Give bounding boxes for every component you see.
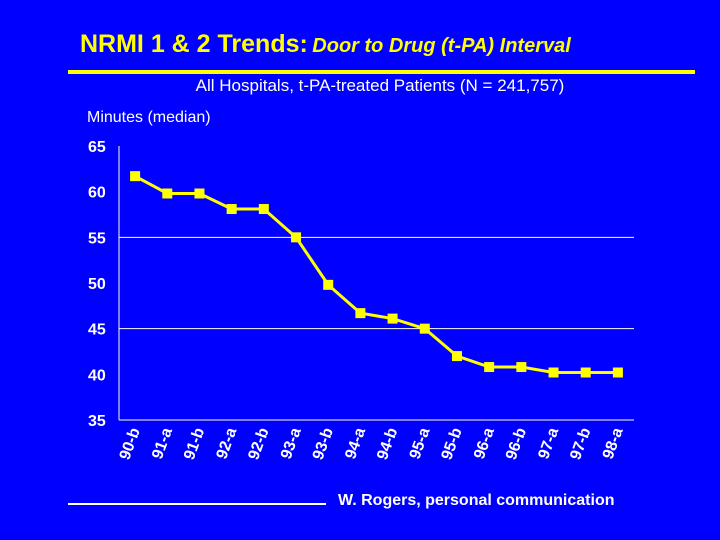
x-tick-label-94-b: 94-b	[374, 425, 401, 462]
x-tick-label-95-b: 95-b	[438, 425, 465, 462]
y-axis-label: Minutes (median)	[87, 109, 211, 126]
y-tick-label-65: 65	[88, 139, 106, 156]
data-point-95-b	[451, 351, 462, 362]
x-tick-label-90-b: 90-b	[117, 425, 144, 462]
x-tick-label-97-b: 97-b	[567, 425, 594, 462]
data-point-94-a	[355, 308, 366, 319]
x-tick-label-92-a: 92-a	[213, 425, 240, 461]
x-tick-label-92-b: 92-b	[245, 425, 272, 462]
data-point-96-b	[516, 362, 527, 373]
y-tick-label-50: 50	[88, 276, 106, 293]
data-point-93-b	[323, 279, 334, 290]
data-point-92-b	[258, 204, 269, 215]
title-main: NRMI 1 & 2 Trends:	[80, 30, 308, 58]
data-point-91-a	[162, 188, 173, 199]
y-tick-label-45: 45	[88, 322, 106, 339]
data-point-97-b	[580, 367, 591, 378]
x-tick-label-91-b: 91-b	[181, 425, 208, 462]
x-tick-label-91-a: 91-a	[149, 425, 176, 461]
data-point-94-b	[387, 313, 398, 324]
x-tick-label-93-a: 93-a	[278, 425, 305, 461]
x-tick-label-98-a: 98-a	[600, 425, 627, 461]
data-point-97-a	[548, 367, 559, 378]
data-point-95-a	[419, 323, 430, 334]
source-credit: W. Rogers, personal communication	[338, 492, 615, 509]
y-tick-label-60: 60	[88, 185, 106, 202]
x-tick-label-93-b: 93-b	[310, 425, 337, 462]
footer-rule	[68, 503, 326, 505]
title-underline	[68, 70, 695, 74]
data-point-91-b	[194, 188, 205, 199]
y-tick-label-35: 35	[88, 413, 106, 430]
y-tick-label-55: 55	[88, 230, 106, 247]
data-point-98-a	[612, 367, 623, 378]
x-tick-label-94-a: 94-a	[342, 425, 369, 461]
title-subtitle-italic: Door to Drug (t-PA) Interval	[312, 35, 571, 57]
chart-subtitle: All Hospitals, t-PA-treated Patients (N …	[195, 76, 565, 95]
y-tick-label-40: 40	[88, 367, 106, 384]
data-point-92-a	[226, 204, 237, 215]
series-line-0	[134, 174, 618, 375]
x-tick-label-97-a: 97-a	[535, 425, 562, 461]
x-tick-label-95-a: 95-a	[407, 425, 434, 461]
chart-title: NRMI 1 & 2 Trends: Door to Drug (t-PA) I…	[80, 30, 700, 59]
data-point-90-b	[130, 171, 141, 182]
data-point-96-a	[484, 362, 495, 373]
x-tick-label-96-b: 96-b	[503, 425, 530, 462]
data-point-93-a	[291, 232, 302, 243]
x-tick-label-96-a: 96-a	[471, 425, 498, 461]
